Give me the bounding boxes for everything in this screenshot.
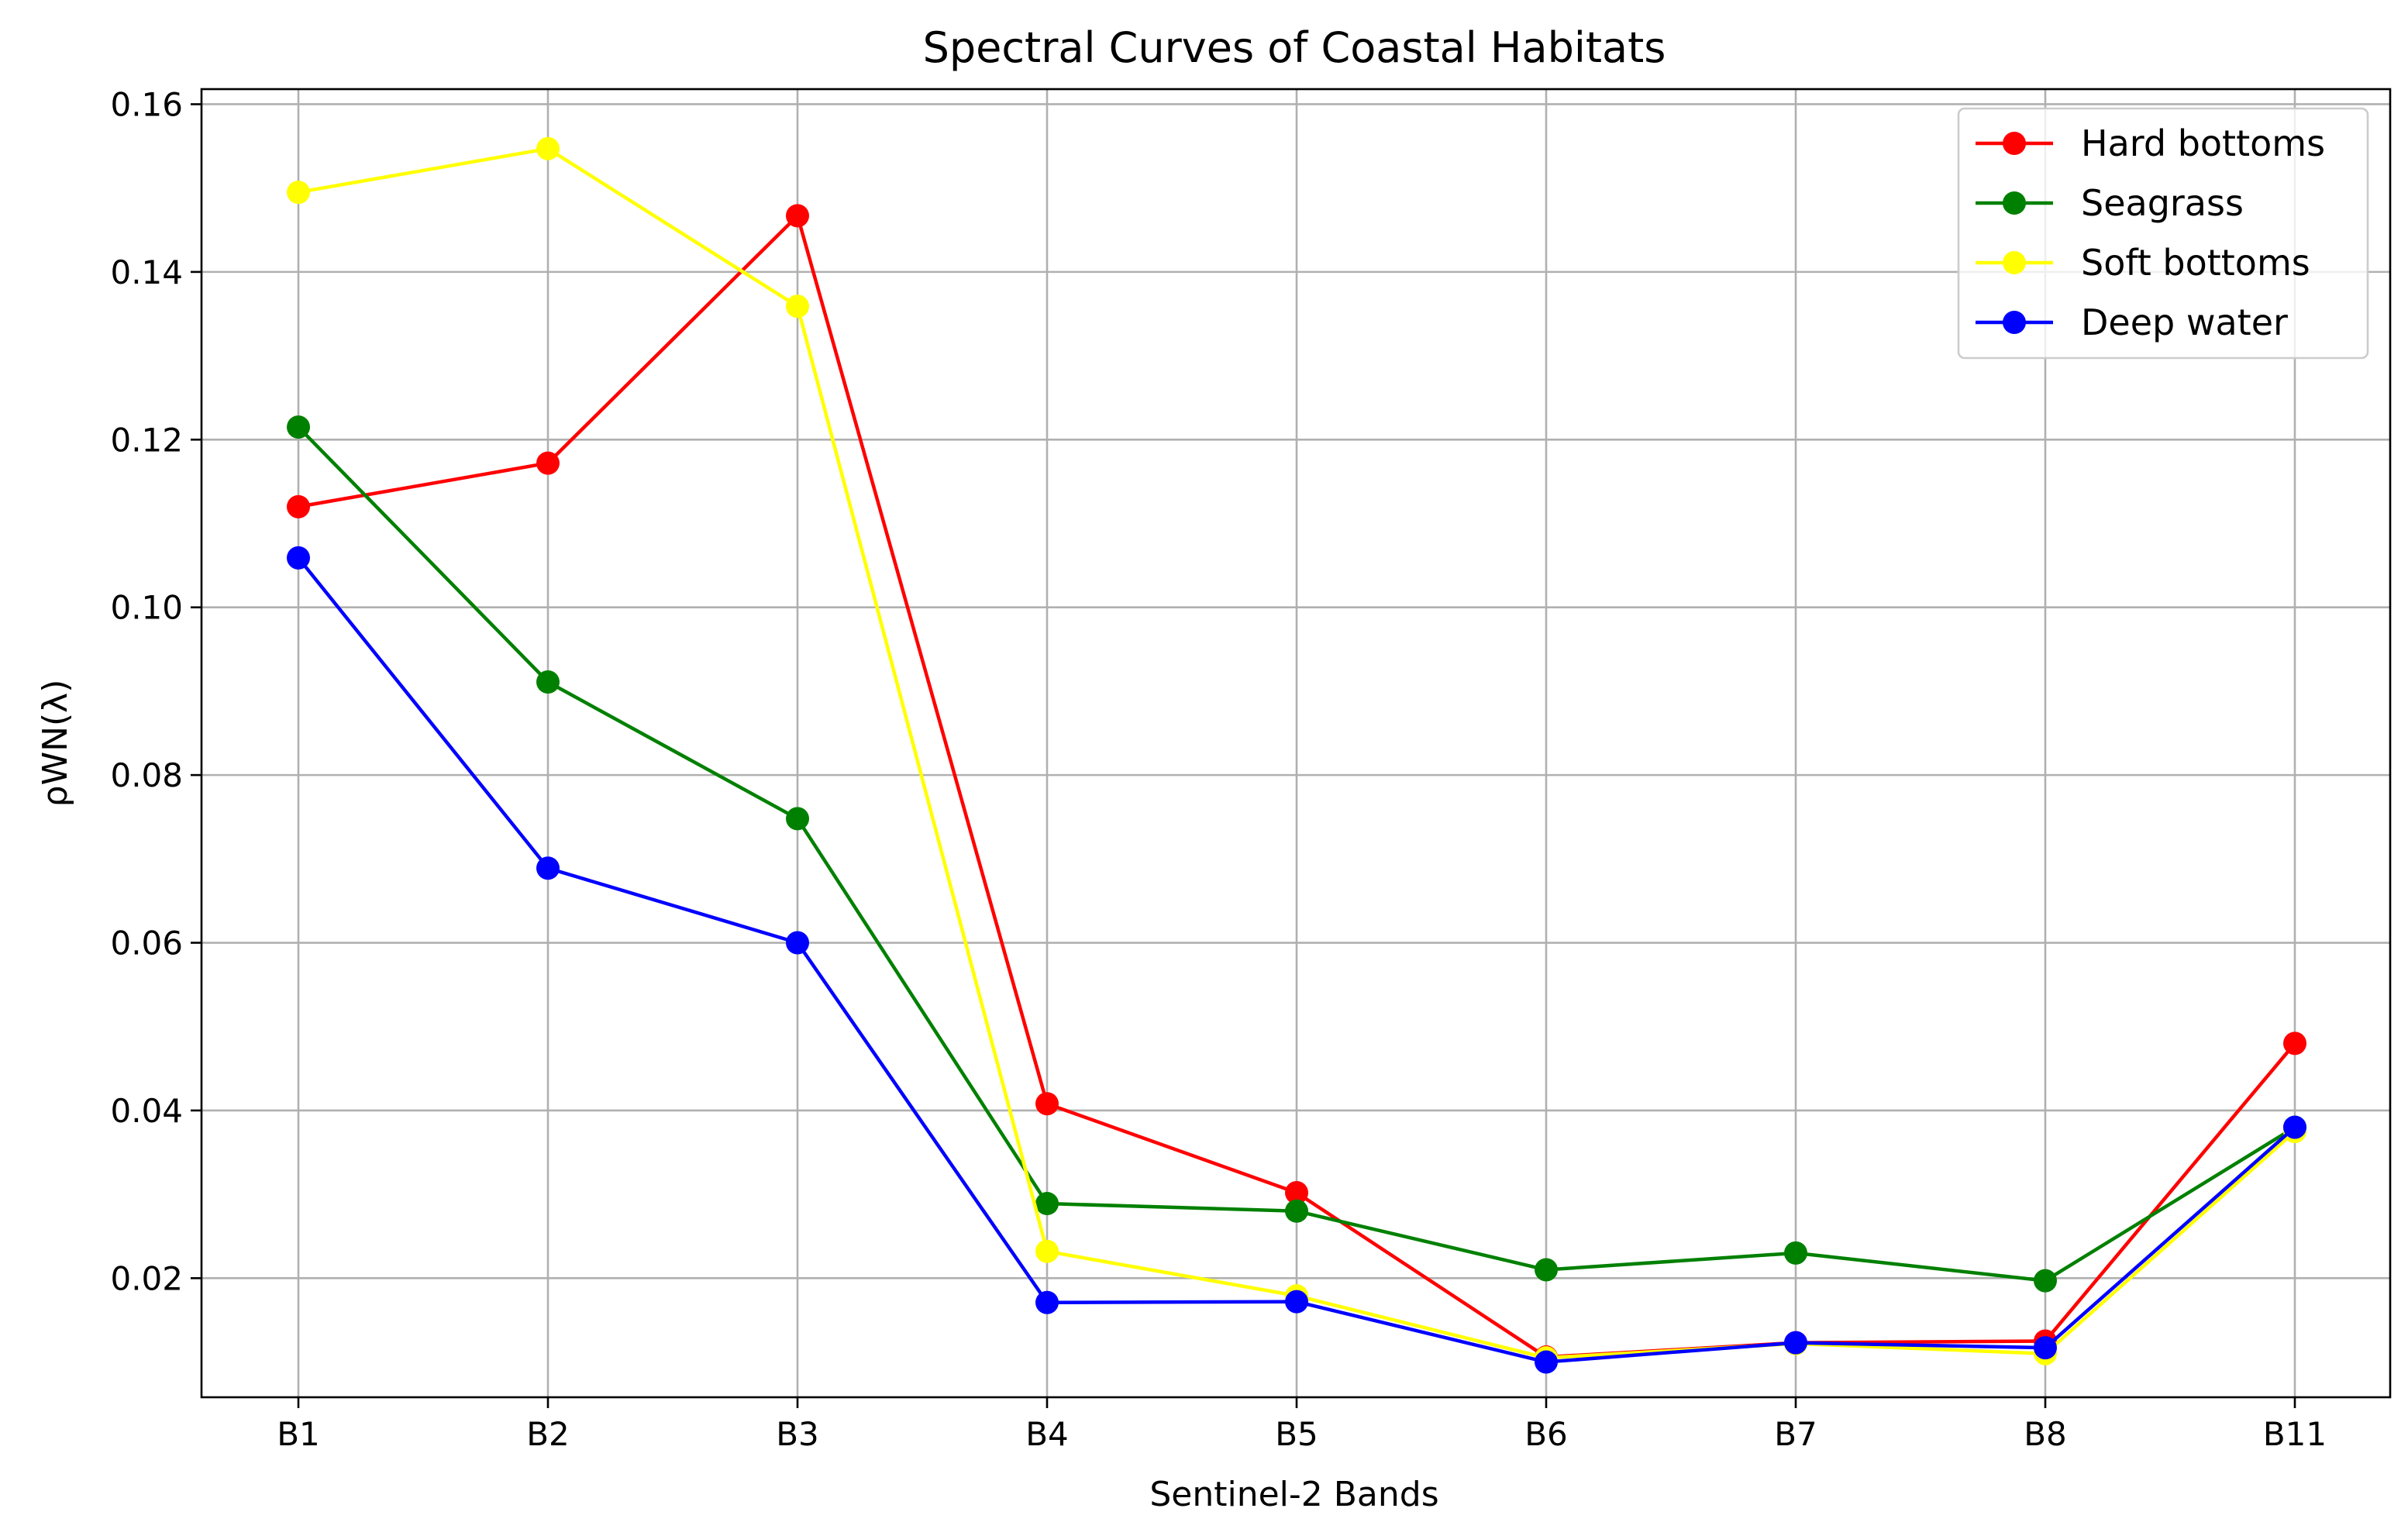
data-point-hard-bottoms	[1285, 1180, 1308, 1204]
data-point-deep-water	[287, 546, 310, 570]
data-point-deep-water	[786, 931, 809, 955]
legend-marker-soft-bottoms	[2003, 251, 2026, 274]
x-tick-label: B11	[2263, 1415, 2327, 1453]
series-layer	[287, 136, 2306, 1374]
legend-label-hard-bottoms: Hard bottoms	[2081, 122, 2325, 164]
data-point-hard-bottoms	[786, 204, 809, 228]
data-point-soft-bottoms	[287, 181, 310, 205]
data-point-deep-water	[2034, 1336, 2057, 1360]
x-tick-label: B6	[1524, 1415, 1568, 1453]
data-point-soft-bottoms	[536, 136, 560, 160]
data-point-deep-water	[2283, 1115, 2306, 1139]
legend-label-soft-bottoms: Soft bottoms	[2081, 242, 2310, 284]
series-seagrass	[287, 415, 2306, 1293]
data-point-soft-bottoms	[786, 294, 809, 319]
data-point-hard-bottoms	[1035, 1092, 1059, 1116]
legend-entry-soft-bottoms: Soft bottoms	[1976, 242, 2310, 284]
legend-entry-hard-bottoms: Hard bottoms	[1976, 122, 2325, 164]
y-axis-label: ρWN(λ)	[36, 680, 75, 808]
legend-label-seagrass: Seagrass	[2081, 182, 2244, 224]
data-point-seagrass	[1784, 1241, 1807, 1265]
y-tick-label: 0.04	[110, 1092, 183, 1130]
x-tick-label: B7	[1774, 1415, 1817, 1453]
data-point-seagrass	[287, 415, 310, 439]
legend-marker-deep-water	[2003, 311, 2026, 334]
grid-layer	[202, 89, 2390, 1397]
data-point-deep-water	[1535, 1350, 1558, 1374]
data-point-hard-bottoms	[2283, 1031, 2306, 1055]
legend-entry-seagrass: Seagrass	[1976, 182, 2244, 224]
legend: Hard bottoms Seagrass Soft bottoms Deep wat…	[1957, 107, 2369, 360]
data-point-seagrass	[2034, 1269, 2057, 1293]
y-tick-label: 0.02	[110, 1259, 183, 1297]
data-point-seagrass	[786, 807, 809, 831]
x-tick-label: B8	[2024, 1415, 2067, 1453]
legend-marker-hard-bottoms	[2003, 132, 2026, 155]
legend-marker-seagrass	[2003, 191, 2026, 215]
x-axis-label: Sentinel-2 Bands	[1149, 1475, 1438, 1514]
legend-entry-deep-water: Deep water	[1976, 301, 2288, 343]
y-tick-label: 0.06	[110, 925, 183, 963]
y-tick-label: 0.10	[110, 589, 183, 627]
legend-entries: Hard bottoms Seagrass Soft bottoms Deep wat…	[1976, 122, 2325, 343]
x-tick-label: B1	[277, 1415, 320, 1453]
data-point-seagrass	[1535, 1258, 1558, 1282]
data-point-hard-bottoms	[287, 494, 310, 518]
legend-label-deep-water: Deep water	[2081, 301, 2288, 343]
data-point-deep-water	[1784, 1331, 1807, 1355]
x-tick-label: B3	[776, 1415, 819, 1453]
y-tick-label: 0.12	[110, 421, 183, 459]
data-point-seagrass	[1035, 1192, 1059, 1216]
data-point-soft-bottoms	[1035, 1239, 1059, 1263]
series-deep-water	[287, 546, 2306, 1374]
data-point-deep-water	[1285, 1290, 1308, 1314]
x-tick-label: B4	[1025, 1415, 1069, 1453]
x-tick-label: B5	[1275, 1415, 1318, 1453]
y-tick-label: 0.08	[110, 756, 183, 794]
tick-layer: B1 B2 B3 B4 B5 B6 B7 B8 B11 0.02 0.04 0.06 0.08 0.10 0…	[110, 85, 2327, 1453]
data-point-seagrass	[1285, 1199, 1308, 1223]
legend-box	[1957, 107, 2369, 360]
data-point-hard-bottoms	[536, 451, 560, 475]
data-point-deep-water	[536, 856, 560, 880]
data-point-seagrass	[536, 670, 560, 694]
y-tick-label: 0.16	[110, 85, 183, 123]
chart-title: Spectral Curves of Coastal Habitats	[923, 23, 1666, 72]
x-tick-label: B2	[526, 1415, 570, 1453]
y-tick-label: 0.14	[110, 253, 183, 291]
data-point-deep-water	[1035, 1290, 1059, 1314]
